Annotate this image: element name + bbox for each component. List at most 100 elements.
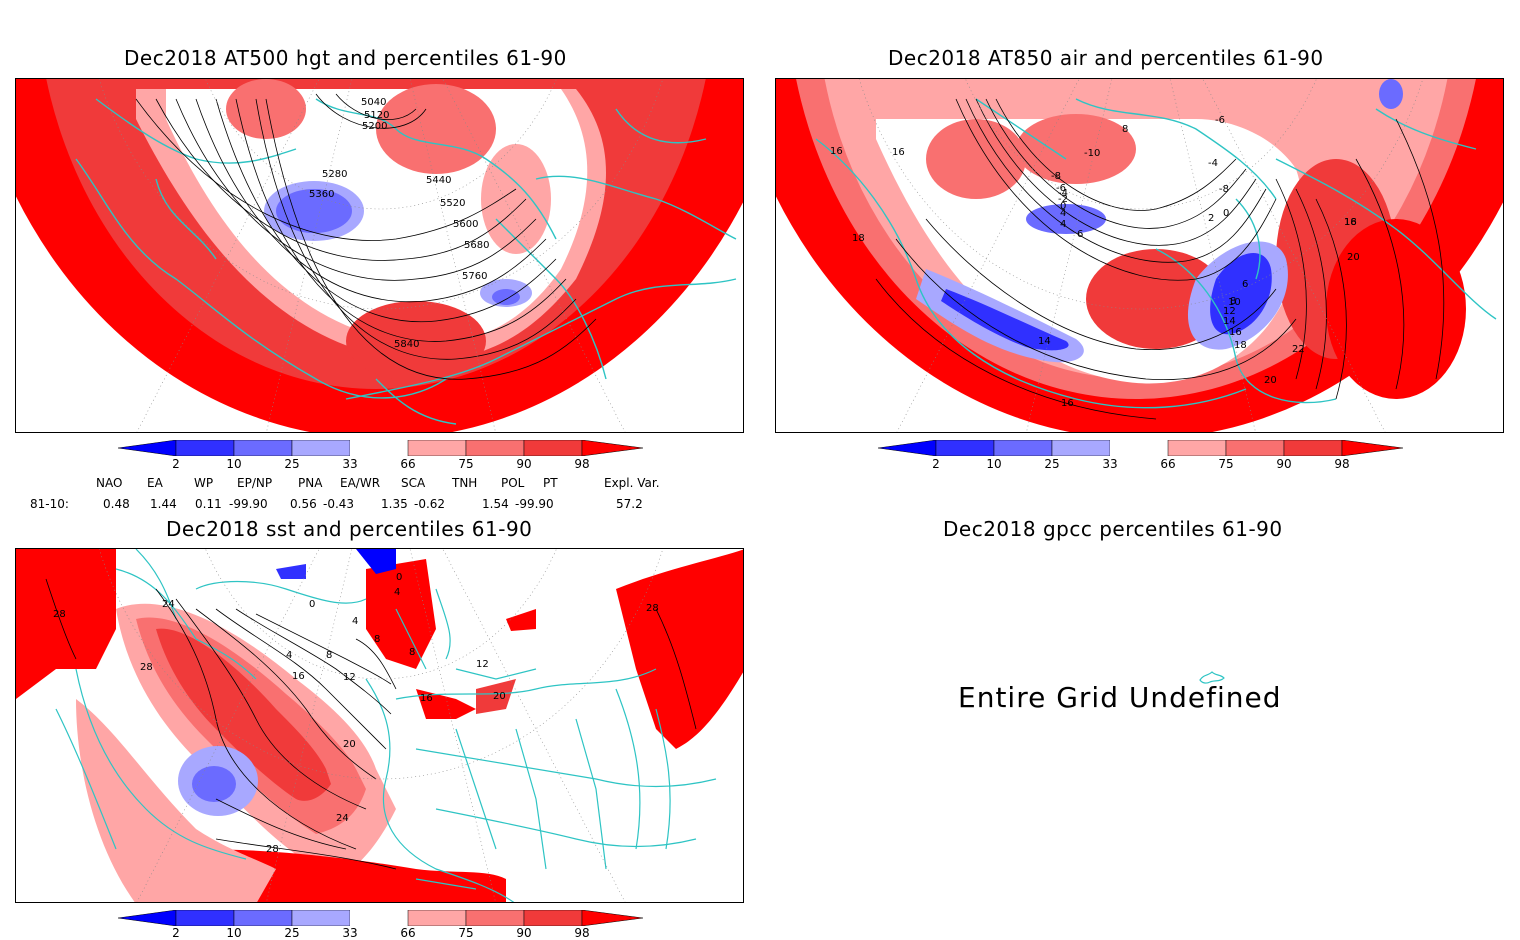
air-contour-label: -10 [1084, 148, 1100, 159]
colorbar-label: 98 [574, 926, 590, 940]
hgt-map-panel: 5040 5120 5200 5280 5360 5440 5520 5600 … [15, 78, 744, 433]
sst-contour-label: 4 [394, 587, 400, 598]
colorbar-label: 33 [342, 457, 358, 471]
colorbar-label: 10 [226, 926, 242, 940]
air-contour-label: -6 [1056, 183, 1066, 194]
air-colorbar-labels: 2 10 25 33 66 75 90 98 [878, 457, 1403, 471]
hgt-contour-label: 5040 [361, 97, 386, 108]
colorbar-label: 90 [1276, 457, 1292, 471]
colorbar-label: 33 [342, 926, 358, 940]
sst-contour-label: 16 [292, 671, 305, 682]
hgt-colorbar [117, 439, 644, 457]
colorbar-label: 75 [458, 926, 474, 940]
air-contour-label: -8 [1219, 184, 1229, 195]
hgt-contour-label: 5280 [322, 169, 347, 180]
hgt-colorbar-labels: 2 10 25 33 66 75 90 98 [118, 457, 643, 471]
index-value: 0.56 [290, 497, 317, 511]
hgt-contour-label: 5200 [362, 121, 387, 132]
hgt-contour-label: 5680 [464, 240, 489, 251]
air-contour-label: 14 [1223, 316, 1236, 327]
gpcc-undefined-message: Entire Grid Undefined [958, 681, 1282, 714]
air-contour-label: 18 [1234, 340, 1247, 351]
colorbar-label: 10 [226, 457, 242, 471]
index-value: 0.48 [103, 497, 130, 511]
sst-contour-label: 8 [326, 650, 332, 661]
sst-contour-label: 20 [493, 691, 506, 702]
colorbar-label: 66 [1160, 457, 1176, 471]
sst-contour-label: 24 [162, 599, 175, 610]
gpcc-small-mark [1198, 668, 1228, 688]
colorbar-label: 2 [172, 457, 180, 471]
air-contour-label: 18 [1344, 217, 1357, 228]
colorbar-label: 90 [516, 926, 532, 940]
sst-contour-label: 28 [646, 603, 659, 614]
colorbar-label: 66 [400, 926, 416, 940]
index-row-label: 81-10: [30, 497, 69, 511]
hgt-contour-label: 5520 [440, 198, 465, 209]
air-contour-label: 16 [1229, 327, 1242, 338]
air-contour-label: 16 [892, 147, 905, 158]
air-contour-label: 2 [1208, 213, 1214, 224]
hgt-contour-labels: 5040 5120 5200 5280 5360 5440 5520 5600 … [309, 97, 489, 350]
index-value: 1.35 [381, 497, 408, 511]
air-contour-label: 6 [1242, 279, 1248, 290]
index-value: -0.43 [323, 497, 355, 511]
index-value: -0.62 [414, 497, 446, 511]
index-header: POL [501, 476, 525, 490]
index-value: 1.54 [482, 497, 509, 511]
index-header: SCA [401, 476, 426, 490]
hgt-contour-label: 5360 [309, 189, 334, 200]
colorbar-label: 98 [1334, 457, 1350, 471]
index-header: EP/NP [237, 476, 273, 490]
index-header: EA [147, 476, 163, 490]
sst-contour-label: 4 [286, 650, 292, 661]
colorbar-label: 33 [1102, 457, 1118, 471]
index-value: -99.90 [229, 497, 268, 511]
index-value: -99.90 [515, 497, 554, 511]
air-contour-label: 10 [1228, 297, 1241, 308]
sst-colorbar [117, 909, 644, 927]
air-contour-label: 12 [1223, 306, 1236, 317]
air-contour-label: 6 [1077, 229, 1083, 240]
sst-contour-label: 24 [336, 813, 349, 824]
index-header: NAO [96, 476, 123, 490]
sst-contour-label: 0 [396, 572, 402, 583]
air-contour-label: 0 [1060, 201, 1066, 212]
index-value: 1.44 [150, 497, 177, 511]
air-contour-label: -8 [1051, 171, 1061, 182]
air-colorbar [877, 439, 1404, 457]
hgt-contour-label: 5600 [453, 219, 478, 230]
index-header: PT [543, 476, 558, 490]
sst-colorbar-labels: 2 10 25 33 66 75 90 98 [118, 926, 643, 940]
sst-contour-label: 28 [140, 662, 153, 673]
index-header: TNH [452, 476, 478, 490]
air-contour-label: 20 [1347, 252, 1360, 263]
air-contour-labels: -10 -8 -6 -4 -2 0 2 4 6 8 10 12 14 16 18… [830, 115, 1360, 409]
sst-contour-label: 0 [309, 599, 315, 610]
air-map-panel: -10 -8 -6 -4 -2 0 2 4 6 8 10 12 14 16 18… [775, 78, 1504, 433]
colorbar-label: 10 [986, 457, 1002, 471]
air-contour-label: -4 [1208, 158, 1218, 169]
sst-contour-label: 28 [266, 844, 279, 855]
hgt-contour-label: 5120 [364, 110, 389, 121]
colorbar-label: 2 [932, 457, 940, 471]
index-header: PNA [298, 476, 323, 490]
air-contour-label: -2 [1058, 194, 1068, 205]
air-contour-label: 16 [1061, 398, 1074, 409]
air-contour-label: 8 [1230, 296, 1236, 307]
colorbar-label: 25 [1044, 457, 1060, 471]
colorbar-label: 25 [284, 457, 300, 471]
hgt-panel-title: Dec2018 AT500 hgt and percentiles 61-90 [124, 46, 567, 70]
air-contour-label: -4 [1058, 188, 1068, 199]
sst-panel-title: Dec2018 sst and percentiles 61-90 [166, 517, 533, 541]
sst-contour-label: 4 [352, 616, 358, 627]
air-contour-label: -6 [1215, 115, 1225, 126]
air-contour-label: 20 [1264, 375, 1277, 386]
air-contour-label: 8 [1122, 124, 1128, 135]
index-header: Expl. Var. [604, 476, 660, 490]
sst-contour-label: 12 [476, 659, 489, 670]
sst-contour-label: 8 [374, 634, 380, 645]
gpcc-panel-title: Dec2018 gpcc percentiles 61-90 [943, 517, 1283, 541]
hgt-contour-label: 5840 [394, 339, 419, 350]
indices-values: 81-10: 0.48 1.44 0.11 -99.90 0.56 -0.43 … [0, 497, 700, 511]
